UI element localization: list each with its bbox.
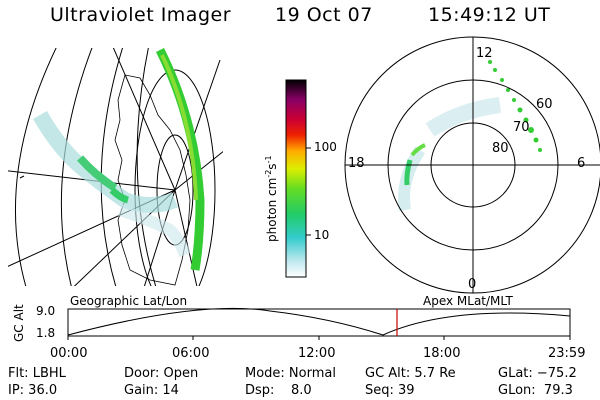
polar-plot — [344, 36, 600, 294]
altitude-plot — [67, 307, 571, 340]
colorbar — [285, 79, 307, 278]
xtick-1200: 12:00 — [298, 346, 336, 361]
xtick-0000: 00:00 — [50, 346, 88, 361]
colorbar-tick-100: 100 — [314, 140, 337, 154]
status-mode: Mode: Normal — [245, 366, 336, 381]
status-door: Door: Open — [124, 366, 199, 381]
time-label: 15:49:12 UT — [428, 4, 551, 26]
xtick-2359: 23:59 — [548, 346, 586, 361]
polar-label-12: 12 — [476, 46, 493, 61]
altitude-left-title: Geographic Lat/Lon — [70, 294, 188, 308]
xtick-1800: 18:00 — [423, 346, 461, 361]
app-title: Ultraviolet Imager — [50, 4, 232, 26]
colorbar-tick-10: 10 — [314, 228, 330, 242]
polar-label-0: 0 — [468, 277, 477, 292]
altitude-ylabel: GC Alt — [12, 304, 26, 342]
status-gain: Gain: 14 — [124, 383, 179, 398]
altitude-ytick-top: 9.0 — [36, 304, 56, 318]
polar-label-18: 18 — [348, 156, 365, 171]
polar-label-70: 70 — [513, 120, 530, 135]
status-flt: Flt: LBHL — [8, 366, 66, 381]
status-ip: IP: 36.0 — [8, 383, 58, 398]
status-seq: Seq: 39 — [365, 383, 415, 398]
status-dsp: Dsp: 8.0 — [245, 383, 312, 398]
colorbar-unit-label: photon cm-2s-1 — [264, 155, 279, 242]
date-label: 19 Oct 07 — [275, 4, 373, 26]
status-gc-alt: GC Alt: 5.7 Re — [365, 366, 456, 381]
status-glon: GLon: 79.3 — [498, 383, 573, 398]
altitude-right-title: Apex MLat/MLT — [423, 294, 513, 308]
xtick-0600: 06:00 — [172, 346, 210, 361]
altitude-ytick-bottom: 1.8 — [36, 326, 56, 340]
geographic-map — [8, 48, 223, 286]
status-glat: GLat: −75.2 — [498, 366, 577, 381]
polar-label-6: 6 — [577, 156, 586, 171]
polar-label-80: 80 — [492, 141, 509, 156]
polar-label-60: 60 — [536, 97, 553, 112]
